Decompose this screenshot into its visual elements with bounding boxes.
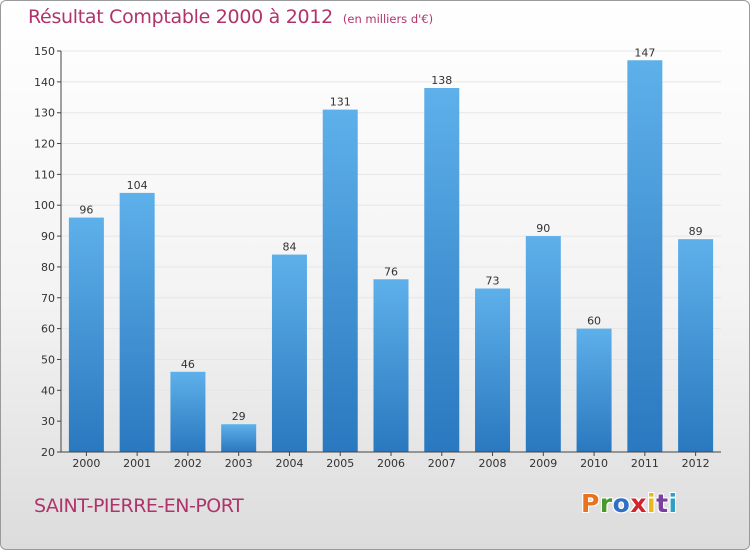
y-tick-label: 80 bbox=[41, 261, 55, 274]
commune-name: SAINT-PIERRE-EN-PORT bbox=[34, 495, 244, 517]
bar-2002 bbox=[170, 371, 206, 452]
bar-2008 bbox=[475, 288, 511, 452]
data-label-2003: 29 bbox=[232, 410, 246, 423]
labels: 20 30 40 50 60 70 80 90 100 110 120 130 140 150 96 2000… bbox=[34, 45, 710, 470]
x-tick-label-2006: 2006 bbox=[377, 457, 405, 470]
data-label-2007: 138 bbox=[431, 74, 452, 87]
chart-subtitle: (en milliers d'€) bbox=[342, 12, 434, 26]
data-label-2012: 89 bbox=[689, 225, 703, 238]
bar-2004 bbox=[271, 254, 307, 452]
y-tick-label: 40 bbox=[41, 384, 55, 397]
y-tick-label: 20 bbox=[41, 446, 55, 459]
bar-2003 bbox=[221, 424, 257, 452]
y-tick-label: 140 bbox=[34, 76, 55, 89]
data-label-2009: 90 bbox=[536, 222, 550, 235]
bar-2007 bbox=[424, 88, 460, 452]
data-label-2010: 60 bbox=[587, 315, 601, 328]
proxiti-logo: Proxiti bbox=[581, 489, 678, 518]
data-label-2006: 76 bbox=[384, 265, 398, 278]
data-label-2002: 46 bbox=[181, 358, 195, 371]
x-tick-label-2010: 2010 bbox=[580, 457, 608, 470]
x-tick-label-2003: 2003 bbox=[225, 457, 253, 470]
logo-letter: x bbox=[630, 489, 647, 518]
data-label-2001: 104 bbox=[127, 179, 148, 192]
x-tick-label-2007: 2007 bbox=[428, 457, 456, 470]
x-tick-label-2012: 2012 bbox=[682, 457, 710, 470]
x-tick-label-2009: 2009 bbox=[529, 457, 557, 470]
bar-2010 bbox=[576, 328, 612, 452]
chart-title: Résultat Comptable 2000 à 2012 bbox=[28, 6, 333, 28]
bar-2005 bbox=[322, 109, 358, 452]
bar-2011 bbox=[627, 60, 663, 452]
logo-letter: t bbox=[656, 489, 669, 518]
y-tick-label: 60 bbox=[41, 323, 55, 336]
data-label-2000: 96 bbox=[79, 204, 93, 217]
axes bbox=[57, 50, 721, 456]
data-label-2004: 84 bbox=[282, 241, 296, 254]
y-tick-label: 70 bbox=[41, 292, 55, 305]
y-tick-label: 90 bbox=[41, 230, 55, 243]
bar-2006 bbox=[373, 279, 409, 452]
logo-letter: o bbox=[612, 489, 631, 518]
y-tick-label: 130 bbox=[34, 107, 55, 120]
y-tick-label: 150 bbox=[34, 45, 55, 58]
bar-2000 bbox=[68, 217, 104, 452]
data-label-2008: 73 bbox=[486, 275, 500, 288]
bar-2012 bbox=[678, 239, 714, 452]
x-tick-label-2002: 2002 bbox=[174, 457, 202, 470]
y-tick-label: 50 bbox=[41, 353, 55, 366]
y-tick-label: 30 bbox=[41, 415, 55, 428]
logo-letter: i bbox=[668, 489, 678, 518]
chart-header: Résultat Comptable 2000 à 2012 (en millie… bbox=[28, 6, 433, 28]
x-tick-label-2000: 2000 bbox=[72, 457, 100, 470]
y-tick-label: 100 bbox=[34, 199, 55, 212]
x-tick-label-2005: 2005 bbox=[326, 457, 354, 470]
logo-letter: P bbox=[581, 489, 600, 518]
bar-2009 bbox=[525, 236, 561, 452]
x-tick-label-2008: 2008 bbox=[479, 457, 507, 470]
x-tick-label-2011: 2011 bbox=[631, 457, 659, 470]
data-label-2011: 147 bbox=[634, 46, 655, 59]
x-tick-label-2004: 2004 bbox=[275, 457, 303, 470]
logo-letter: i bbox=[647, 489, 657, 518]
logo-letter: r bbox=[599, 489, 613, 518]
bars bbox=[68, 60, 714, 452]
x-tick-label-2001: 2001 bbox=[123, 457, 151, 470]
y-tick-label: 110 bbox=[34, 168, 55, 181]
y-tick-label: 120 bbox=[34, 138, 55, 151]
bar-2001 bbox=[119, 192, 155, 452]
data-label-2005: 131 bbox=[330, 96, 351, 109]
